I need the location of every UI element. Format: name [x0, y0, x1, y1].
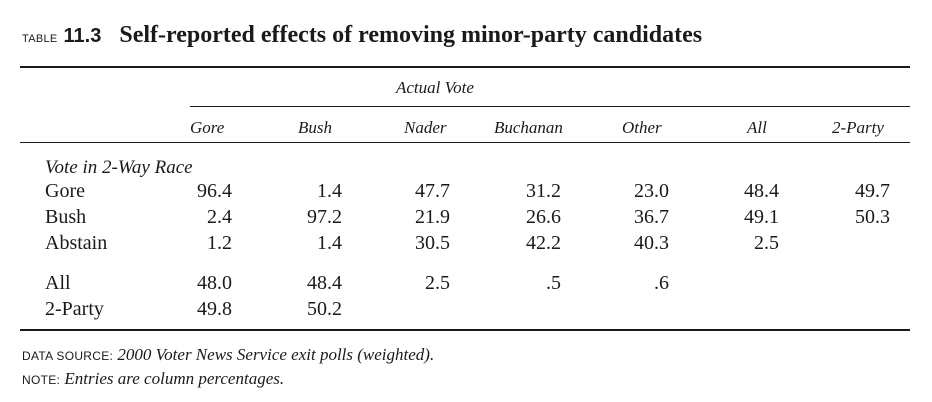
cell: 2.4: [207, 206, 232, 228]
cell: 26.6: [526, 206, 561, 228]
cell: 21.9: [415, 206, 450, 228]
cell: 2.5: [425, 272, 450, 294]
row-label: 2-Party: [45, 298, 104, 320]
cell: 49.7: [855, 180, 890, 202]
header-rule: [20, 142, 910, 143]
cell: 49.8: [197, 298, 232, 320]
col-header-bush: Bush: [298, 118, 332, 137]
col-header-nader: Nader: [404, 118, 447, 137]
col-header-2party: 2-Party: [832, 118, 884, 137]
cell: 2.5: [754, 232, 779, 254]
col-header-other: Other: [622, 118, 662, 137]
caption-title: Self-reported effects of removing minor-…: [119, 22, 703, 48]
col-header-buchanan: Buchanan: [494, 118, 563, 137]
row-label: All: [45, 272, 71, 294]
cell: .6: [654, 272, 669, 294]
cell: 50.2: [307, 298, 342, 320]
cell: 40.3: [634, 232, 669, 254]
cell: 42.2: [526, 232, 561, 254]
cell: 48.4: [744, 180, 779, 202]
caption-tag: TABLE: [22, 33, 58, 45]
cell: 48.0: [197, 272, 232, 294]
top-rule: [20, 66, 910, 68]
row-label: Gore: [45, 180, 85, 202]
cell: 50.3: [855, 206, 890, 228]
data-source-note: DATA SOURCE: 2000 Voter News Service exi…: [22, 345, 434, 365]
table-caption: TABLE 11.3 Self-reported effects of remo…: [22, 22, 702, 49]
cell: 96.4: [197, 180, 232, 202]
spanner-heading: Actual Vote: [396, 78, 474, 97]
note-label: NOTE:: [22, 373, 61, 387]
cell: 47.7: [415, 180, 450, 202]
cell: .5: [546, 272, 561, 294]
row-label: Bush: [45, 206, 87, 228]
cell: 97.2: [307, 206, 342, 228]
source-text: 2000 Voter News Service exit polls (weig…: [117, 345, 435, 364]
cell: 1.2: [207, 232, 232, 254]
col-header-gore: Gore: [190, 118, 225, 137]
source-label: DATA SOURCE:: [22, 349, 114, 363]
cell: 1.4: [317, 232, 342, 254]
col-header-all: All: [747, 118, 767, 137]
cell: 48.4: [307, 272, 342, 294]
note-text: Entries are column percentages.: [64, 369, 285, 388]
spanner-rule: [190, 106, 910, 107]
cell: 23.0: [634, 180, 669, 202]
row-label: Abstain: [45, 232, 108, 254]
table-note: NOTE: Entries are column percentages.: [22, 369, 284, 389]
cell: 31.2: [526, 180, 561, 202]
caption-number: 11.3: [63, 25, 102, 47]
cell: 49.1: [744, 206, 779, 228]
bottom-rule: [20, 329, 910, 331]
cell: 1.4: [317, 180, 342, 202]
cell: 30.5: [415, 232, 450, 254]
cell: 36.7: [634, 206, 669, 228]
stub-heading: Vote in 2-Way Race: [45, 157, 193, 178]
